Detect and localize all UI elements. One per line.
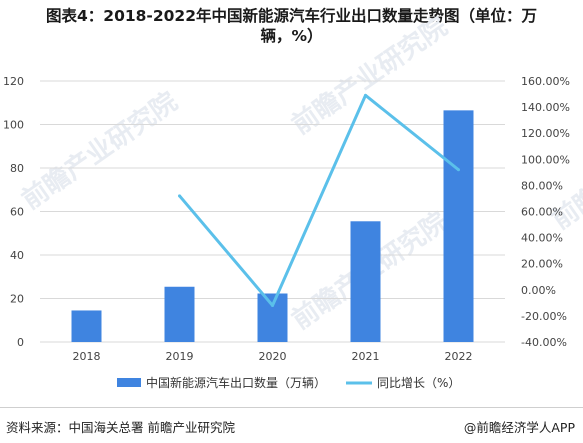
y-right-tick-label: 140.00% [521,101,570,114]
bar-2018 [71,310,102,342]
bar-2019 [164,286,195,342]
y-right-tick-label: 0.00% [521,284,556,297]
footer-divider [0,407,583,408]
chart-title: 图表4：2018-2022年中国新能源汽车行业出口数量走势图（单位：万 辆，%） [0,6,583,46]
y-right-tick-label: 80.00% [521,179,563,192]
x-tick-label: 2019 [166,350,194,363]
y-left-tick-label: 20 [10,293,24,306]
bar-2022 [443,110,474,342]
growth-point-2020 [271,303,274,307]
growth-point-2022 [457,168,460,172]
x-tick-label: 2020 [259,350,287,363]
source-note: 资料来源：中国海关总署 前瞻产业研究院 [6,420,235,435]
bar-2020 [257,293,288,342]
y-left-tick-label: 0 [17,336,24,349]
watermark-1: 前瞻产业研究院 [16,86,183,216]
x-tick-label: 2022 [445,350,473,363]
y-right-tick-label: 120.00% [521,127,570,140]
credit-note: @前瞻经济学人APP [463,420,575,435]
y-right-tick-label: 100.00% [521,153,570,166]
legend-bar-swatch [117,378,141,387]
x-tick-label: 2018 [73,350,101,363]
y-right-tick-label: -40.00% [521,336,567,349]
y-right-tick-label: -20.00% [521,310,567,323]
growth-point-2021 [364,93,367,97]
chart-title-line-1: 图表4：2018-2022年中国新能源汽车行业出口数量走势图（单位：万 [46,7,537,25]
x-tick-label: 2021 [352,350,380,363]
bar-2021 [350,221,381,342]
y-right-tick-label: 160.00% [521,75,570,88]
y-right-tick-label: 40.00% [521,232,563,245]
y-left-tick-label: 120 [3,75,24,88]
legend-line-label: 同比增长（%） [377,376,460,390]
y-right-tick-label: 60.00% [521,206,563,219]
y-left-tick-label: 40 [10,249,24,262]
y-right-tick-label: 20.00% [521,258,563,271]
growth-point-2019 [178,194,181,198]
y-left-tick-label: 100 [3,119,24,132]
legend-bar-label: 中国新能源汽车出口数量（万辆） [146,375,326,390]
y-left-tick-label: 60 [10,206,24,219]
y-left-tick-label: 80 [10,162,24,175]
watermark-2: 前瞻产业研究院 [286,11,453,141]
chart-title-line-2: 辆，%） [260,27,323,45]
growth-line [178,93,460,307]
